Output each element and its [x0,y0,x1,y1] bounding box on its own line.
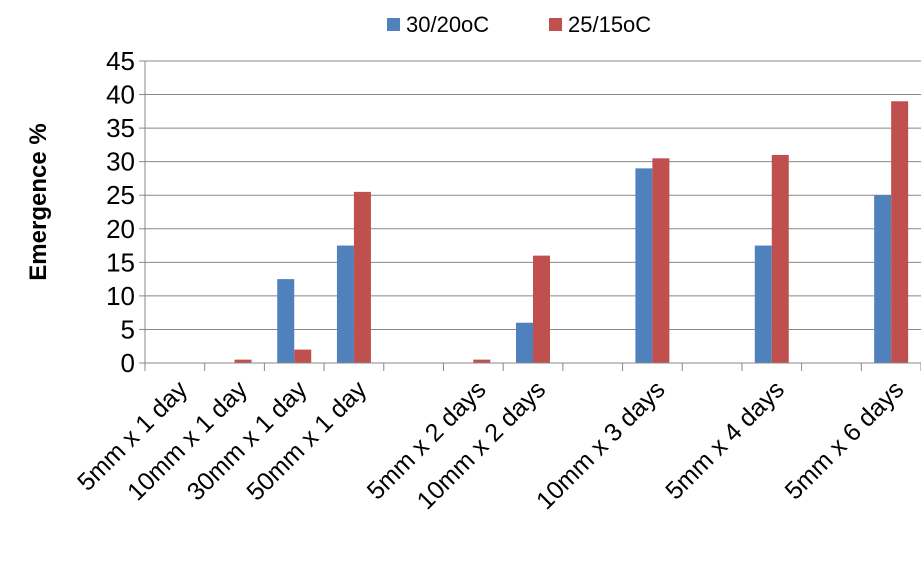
x-tick-label: 5mm x 4 days [660,375,790,505]
x-tick-label: 5mm x 6 days [780,375,910,505]
bar-series2 [533,255,550,363]
bar-series2 [473,359,491,363]
legend: 30/20oC 25/15oC [387,12,651,37]
legend-label: 30/20oC [406,12,489,37]
bar-series2 [891,101,909,364]
y-tick-label: 35 [106,113,135,143]
y-tick-label: 25 [106,180,135,210]
axes [139,60,921,371]
bars [234,101,909,364]
y-tick-label: 45 [106,46,135,76]
y-axis-label: Emergence % [25,123,52,280]
gridlines [145,60,921,330]
y-tick-label: 10 [106,281,135,311]
bar-series2 [353,191,371,363]
legend-swatch [549,18,562,31]
y-tick-label: 20 [106,214,135,244]
bar-series1 [277,279,295,363]
y-tick-label: 30 [106,147,135,177]
y-tick-label: 0 [121,348,135,378]
bar-series1 [635,168,653,363]
y-tick-label: 5 [121,314,135,344]
bar-series2 [771,154,789,363]
bar-series2 [652,158,670,363]
legend-label: 25/15oC [568,12,651,37]
bar-series1 [336,245,354,363]
bar-series2 [234,359,252,363]
bar-series1 [754,245,772,363]
bar-series2 [294,349,312,363]
bar-series1 [516,322,533,363]
bar-series1 [874,195,892,363]
legend-swatch [387,18,400,31]
y-tick-label: 40 [106,80,135,110]
x-tick-label: 10mm x 3 days [531,375,671,515]
y-tick-label: 15 [106,247,135,277]
